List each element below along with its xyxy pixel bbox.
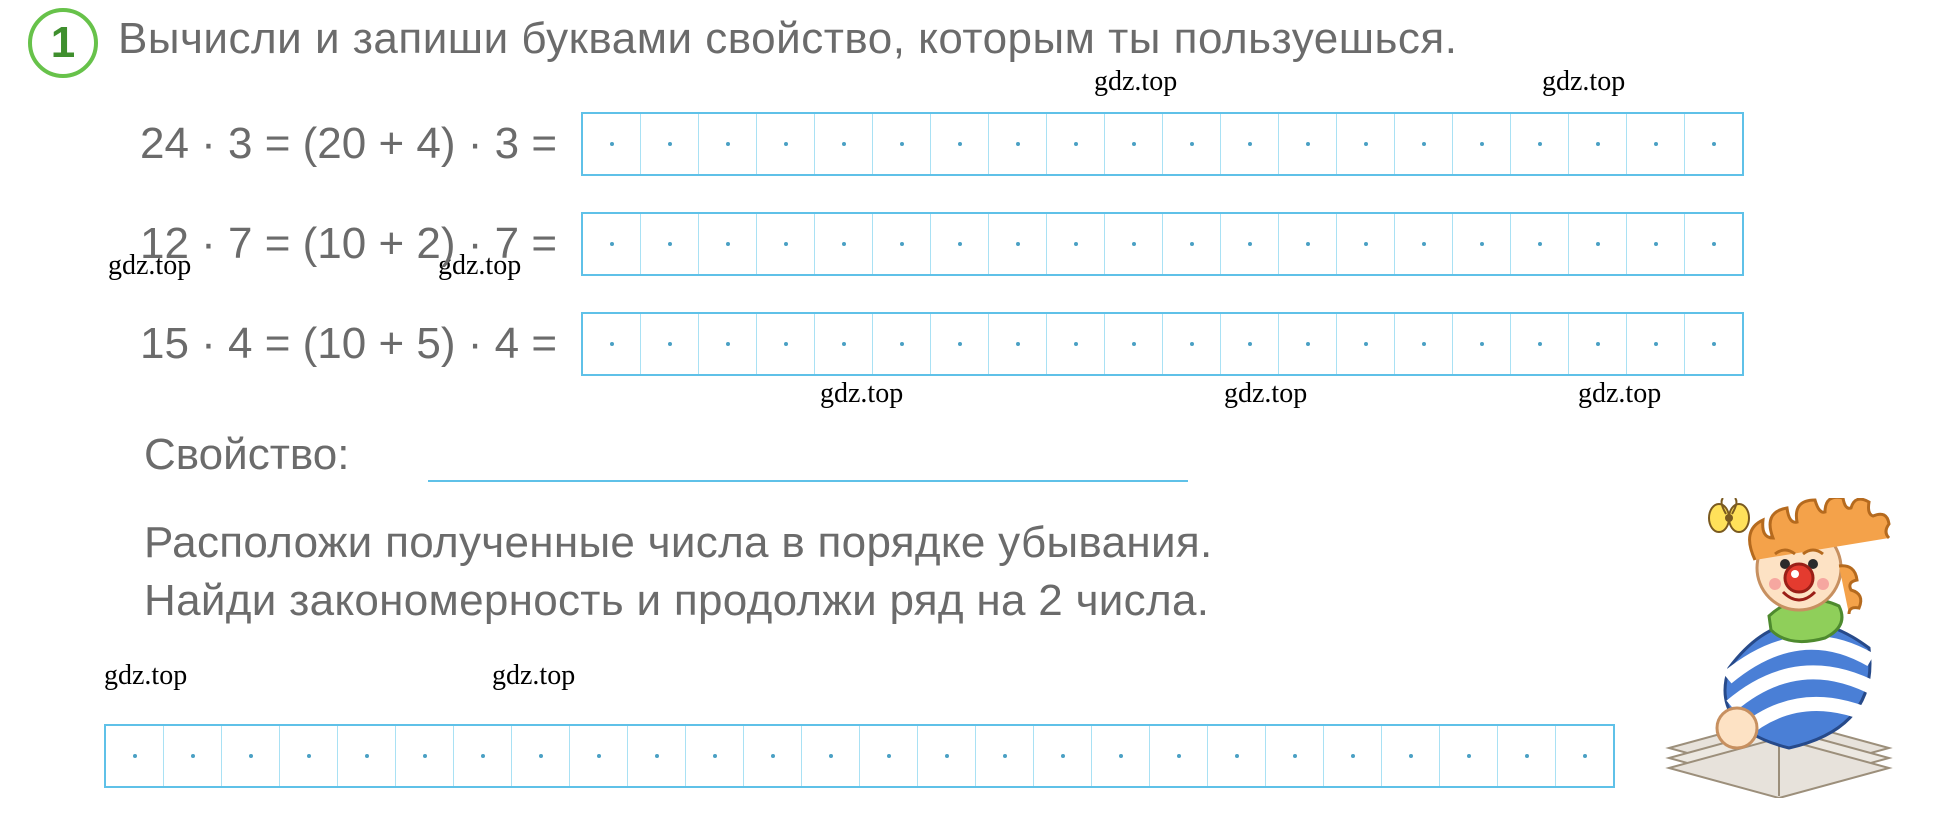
watermark: gdz.top [1224, 378, 1307, 410]
equation-row-1: 24 · 3 = (20 + 4) · 3 = [140, 112, 1744, 176]
answer-grid-3[interactable] [581, 312, 1744, 376]
instruction-line-2: Найди закономерность и продолжи ряд на 2… [144, 576, 1209, 626]
watermark: gdz.top [1094, 66, 1177, 98]
clown-illustration [1649, 498, 1899, 803]
sequence-grid[interactable] [104, 724, 1615, 788]
watermark: gdz.top [820, 378, 903, 410]
property-write-line[interactable] [428, 480, 1188, 482]
task-number-circle: 1 [28, 8, 98, 78]
watermark: gdz.top [1542, 66, 1625, 98]
property-label: Свойство: [144, 430, 349, 480]
instruction-main: Вычисли и запиши буквами свойство, котор… [118, 14, 1457, 64]
equation-row-3: 15 · 4 = (10 + 5) · 4 = [140, 312, 1744, 376]
equation-text: 15 · 4 = (10 + 5) · 4 = [140, 319, 557, 369]
watermark: gdz.top [104, 660, 187, 692]
clown-icon [1649, 498, 1899, 798]
exercise-page: 1 Вычисли и запиши буквами свойство, кот… [0, 0, 1935, 827]
watermark: gdz.top [492, 660, 575, 692]
watermark: gdz.top [1578, 378, 1661, 410]
answer-grid-2[interactable] [581, 212, 1744, 276]
bottom-grid-wrap [104, 724, 1615, 788]
equation-text: 24 · 3 = (20 + 4) · 3 = [140, 119, 557, 169]
equation-row-2: 12 · 7 = (10 + 2) · 7 = [140, 212, 1744, 276]
task-number-text: 1 [51, 18, 75, 68]
equation-text: 12 · 7 = (10 + 2) · 7 = [140, 219, 557, 269]
instruction-line-1: Расположи полученные числа в порядке убы… [144, 518, 1212, 568]
answer-grid-1[interactable] [581, 112, 1744, 176]
